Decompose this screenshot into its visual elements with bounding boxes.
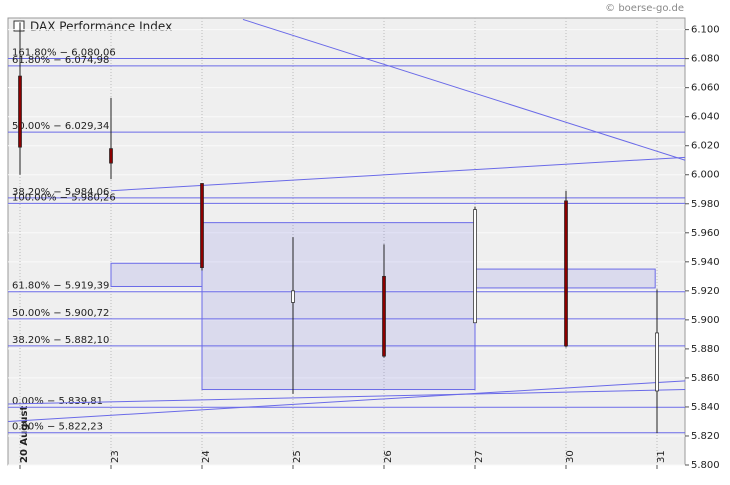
plot-area: [7, 17, 686, 466]
y-tick-label: 5.800: [691, 460, 720, 471]
y-tick-label: 5.860: [691, 373, 720, 384]
candle-body: [564, 200, 568, 347]
trend-line: [110, 156, 686, 192]
x-tick-label: 25: [292, 450, 303, 463]
level-label: 38.20% − 5.984,06: [12, 187, 109, 198]
x-tick-label: 23: [110, 450, 121, 463]
candle-body: [200, 183, 204, 268]
y-tick-label: 5.820: [691, 431, 720, 442]
x-tick-label: 24: [201, 450, 212, 463]
x-tick-label: 20 August: [19, 406, 30, 463]
level-label: 38.20% − 5.882,10: [12, 335, 109, 346]
x-tick-label: 26: [383, 450, 394, 463]
legend-box[interactable]: [13, 20, 25, 32]
y-tick-label: 5.980: [691, 199, 720, 210]
x-tick-label: 30: [565, 450, 576, 463]
level-label: 61.80% − 6.074,98: [12, 55, 109, 66]
y-tick-label: 5.900: [691, 315, 720, 326]
y-tick-label: 5.920: [691, 286, 720, 297]
y-tick-label: 6.100: [691, 25, 720, 36]
candle-body: [473, 209, 477, 324]
y-tick-label: 5.940: [691, 257, 720, 268]
x-tick-label: 31: [656, 450, 667, 463]
candle-body: [291, 290, 295, 303]
y-tick-label: 5.880: [691, 344, 720, 355]
trend-line: [242, 18, 686, 161]
y-tick-label: 6.080: [691, 54, 720, 65]
level-label: 61.80% − 5.919,39: [12, 281, 109, 292]
y-tick-label: 6.060: [691, 83, 720, 94]
zone: [110, 262, 203, 287]
y-tick-label: 5.960: [691, 228, 720, 239]
y-tick-label: 5.840: [691, 402, 720, 413]
candle-body: [18, 75, 22, 148]
x-tick-label: 27: [474, 450, 485, 463]
chart-title: DAX Performance Index: [30, 20, 172, 34]
source: © boerse-go.de: [605, 3, 684, 14]
trend-line: [8, 380, 686, 422]
candle-body: [655, 332, 659, 392]
candle-body: [109, 148, 113, 164]
candle-body: [382, 275, 386, 357]
level-label: 100.00% − 5.980,26: [12, 192, 116, 203]
level-label: 50.00% − 6.029,34: [12, 121, 109, 132]
zone: [201, 222, 476, 391]
level-label: 0.00% − 5.822,23: [12, 422, 103, 433]
trend-line: [8, 389, 686, 405]
level-label: 50.00% − 5.900,72: [12, 308, 109, 319]
level-label: 0.00% − 5.839,81: [12, 396, 103, 407]
level-label: 161.80% − 6.080,06: [12, 48, 116, 59]
y-tick-label: 6.020: [691, 141, 720, 152]
y-tick-label: 6.040: [691, 112, 720, 123]
y-tick-label: 6.000: [691, 170, 720, 181]
